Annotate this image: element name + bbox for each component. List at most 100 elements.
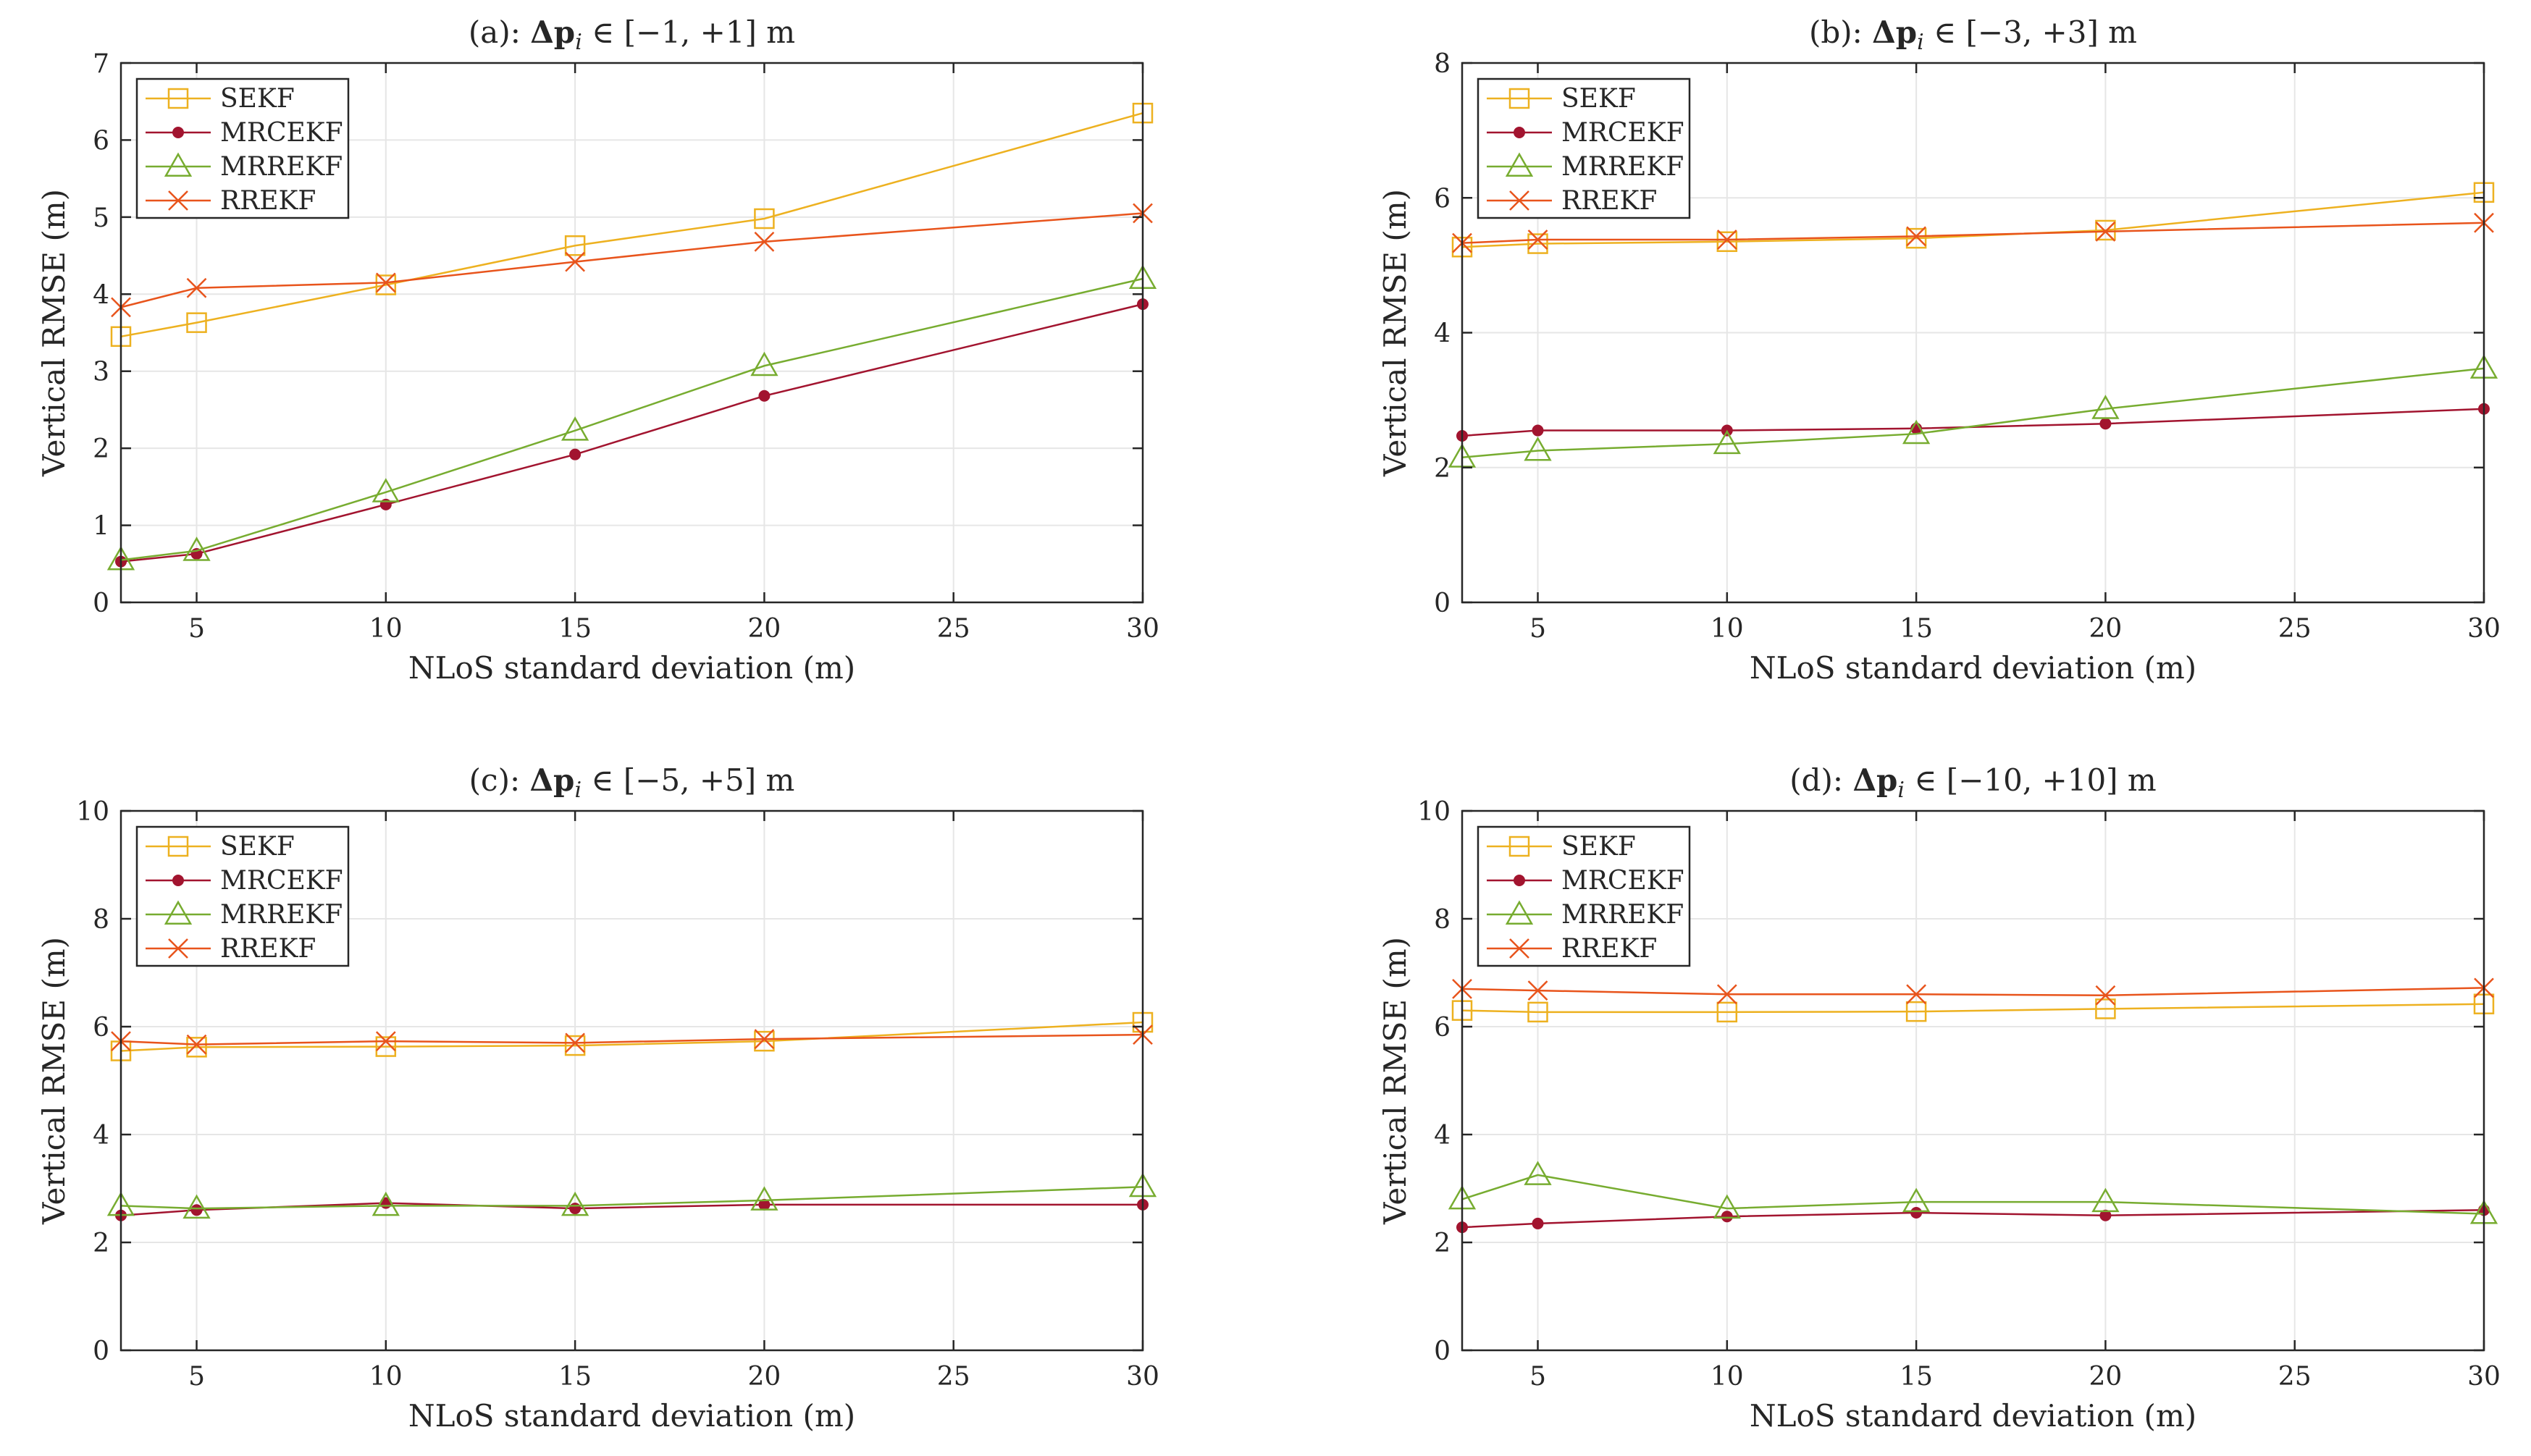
data-point-rrekf <box>1527 980 1548 1001</box>
series-line-sekf <box>1461 1003 2485 1014</box>
legend-label: MRREKF <box>220 152 343 182</box>
data-point-mrrekf <box>1524 436 1552 461</box>
data-point-rrekf <box>186 277 207 298</box>
data-point-sekf <box>754 208 775 230</box>
legend-item: MRCEKF <box>1487 118 1684 148</box>
axes-box <box>119 809 1144 1352</box>
legend-marker <box>1509 190 1529 211</box>
legend: SEKF MRCEKF MRREKF RREKF <box>135 77 350 219</box>
legend-item: SEKF <box>1487 84 1636 114</box>
y-tick-label: 6 <box>93 126 109 156</box>
data-point-rrekf <box>375 1031 396 1051</box>
data-point-sekf <box>754 1030 775 1052</box>
legend-marker <box>167 88 189 109</box>
data-point-rrekf <box>1906 226 1926 247</box>
data-point-sekf <box>2095 219 2116 241</box>
legend-label: MRREKF <box>220 900 343 930</box>
legend: SEKF MRCEKF MRREKF RREKF <box>1477 77 1691 219</box>
x-tick-label: 25 <box>2278 1362 2312 1392</box>
y-tick-label: 1 <box>93 512 109 542</box>
chart-panel-a: 5 10 15 20 25 30 0 1 2 3 4 5 6 7 NLoS standard deviati… <box>36 14 1159 686</box>
legend-label: SEKF <box>1561 84 1636 114</box>
data-point-mrrekf <box>2091 1187 2120 1213</box>
x-tick-label: 30 <box>2467 1362 2501 1392</box>
data-point-rrekf <box>375 272 396 293</box>
legend-label: SEKF <box>220 832 295 862</box>
x-axis-label: NLoS standard deviation (m) <box>1750 650 2196 686</box>
legend-marker <box>1508 88 1530 109</box>
legend-marker <box>1509 938 1529 959</box>
legend-marker <box>1508 836 1530 857</box>
series-line-mrrekf <box>1461 367 2485 459</box>
data-point-sekf <box>1905 1001 1927 1022</box>
legend-label: SEKF <box>220 84 295 114</box>
data-point-mrrekf <box>561 416 589 441</box>
legend-label: SEKF <box>1561 832 1636 862</box>
x-tick-label: 20 <box>748 1362 781 1392</box>
x-tick-label: 10 <box>1711 614 1744 644</box>
data-point-mrrekf <box>750 351 778 376</box>
chart-title: (d): Δpi ∈ [−10, +10] m <box>1789 762 2156 803</box>
y-tick-label: 2 <box>93 434 109 464</box>
data-point-sekf <box>1527 233 1548 254</box>
data-point-rrekf <box>186 1034 207 1055</box>
y-tick-label: 0 <box>93 1337 109 1366</box>
data-point-sekf <box>564 1035 586 1056</box>
legend-marker <box>168 938 188 959</box>
y-tick-label: 2 <box>1434 1229 1451 1258</box>
y-axis-label: Vertical RMSE (m) <box>1377 937 1413 1225</box>
x-tick-label: 15 <box>558 1362 592 1392</box>
data-point-sekf <box>1905 227 1927 249</box>
data-point-rrekf <box>2095 985 2116 1006</box>
legend-label: RREKF <box>1561 186 1657 216</box>
data-point-rrekf <box>1716 230 1737 250</box>
x-tick-label: 20 <box>748 614 781 644</box>
series-line-rrekf <box>1461 987 2485 997</box>
data-point-mrcekf <box>190 1204 203 1216</box>
x-tick-label: 20 <box>2089 1362 2123 1392</box>
legend-item: SEKF <box>146 84 295 114</box>
data-point-mrrekf <box>1713 1194 1741 1219</box>
x-tick-label: 5 <box>188 614 205 644</box>
x-tick-label: 10 <box>369 614 403 644</box>
y-tick-label: 0 <box>93 589 109 618</box>
data-point-sekf <box>1527 1001 1548 1023</box>
legend-item: RREKF <box>146 934 316 964</box>
y-axis-label: Vertical RMSE (m) <box>1377 189 1413 477</box>
legend-marker <box>1514 127 1525 138</box>
legend-item: MRREKF <box>1487 900 1684 930</box>
x-tick-label: 5 <box>1529 614 1546 644</box>
data-point-sekf <box>564 235 586 256</box>
data-point-mrcekf <box>1721 1211 1733 1223</box>
legend-item: SEKF <box>1487 832 1636 862</box>
data-point-mrrekf <box>182 1194 211 1219</box>
data-point-rrekf <box>754 232 775 252</box>
data-point-mrcekf <box>569 448 582 460</box>
axes-box <box>119 62 1144 604</box>
chart-title: (a): Δpi ∈ [−1, +1] m <box>469 14 795 55</box>
legend: SEKF MRCEKF MRREKF RREKF <box>1477 825 1691 967</box>
y-tick-label: 5 <box>93 203 109 233</box>
data-point-rrekf <box>1906 984 1926 1005</box>
data-point-rrekf <box>1716 984 1737 1005</box>
legend-marker <box>1505 900 1534 925</box>
y-tick-label: 6 <box>93 1013 109 1043</box>
legend-label: RREKF <box>220 186 316 216</box>
x-tick-label: 30 <box>2467 614 2501 644</box>
data-point-mrcekf <box>1532 1217 1544 1229</box>
series-line-sekf <box>1461 191 2485 248</box>
y-tick-label: 4 <box>1434 319 1451 349</box>
data-point-sekf <box>186 312 207 333</box>
series-line-rrekf <box>1461 222 2485 244</box>
legend-item: RREKF <box>1487 934 1657 964</box>
y-axis-label: Vertical RMSE (m) <box>36 189 72 477</box>
x-tick-label: 10 <box>1711 1362 1744 1392</box>
data-point-mrrekf <box>1902 1187 1931 1213</box>
series-line-rrekf <box>120 1033 1143 1045</box>
legend-label: MRREKF <box>1561 900 1684 930</box>
legend-marker <box>167 836 189 857</box>
legend-item: SEKF <box>146 832 295 862</box>
legend-label: RREKF <box>220 934 316 964</box>
y-tick-label: 7 <box>93 49 109 79</box>
